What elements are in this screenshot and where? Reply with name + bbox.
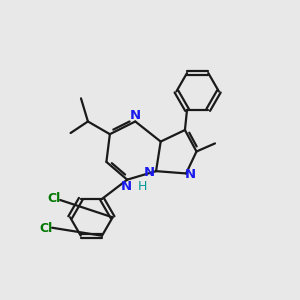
Text: N: N: [144, 167, 155, 179]
Text: Cl: Cl: [40, 222, 53, 235]
Text: N: N: [121, 180, 132, 193]
Text: Cl: Cl: [48, 192, 61, 205]
Text: H: H: [138, 180, 148, 193]
Text: N: N: [130, 109, 141, 122]
Text: N: N: [185, 168, 196, 181]
